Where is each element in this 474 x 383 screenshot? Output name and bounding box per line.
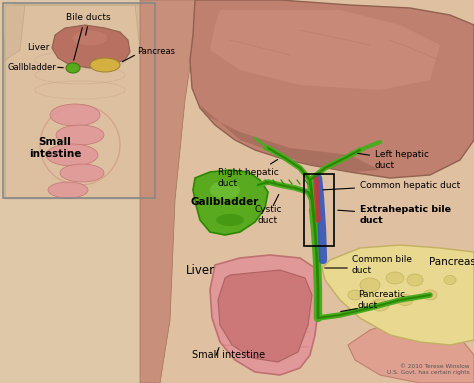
Ellipse shape: [397, 295, 413, 306]
Polygon shape: [190, 0, 474, 178]
Polygon shape: [210, 255, 320, 375]
Text: Left hepatic
duct: Left hepatic duct: [358, 150, 429, 170]
Polygon shape: [135, 5, 155, 60]
Polygon shape: [200, 105, 380, 172]
Polygon shape: [5, 5, 25, 60]
Text: Gallbladder: Gallbladder: [191, 197, 259, 207]
Polygon shape: [52, 25, 130, 68]
Ellipse shape: [371, 299, 389, 311]
Text: Pancreatic
duct: Pancreatic duct: [358, 290, 405, 310]
Ellipse shape: [46, 144, 98, 166]
Text: Liver: Liver: [27, 44, 49, 52]
Text: Pancreas: Pancreas: [137, 47, 175, 57]
Ellipse shape: [216, 214, 244, 226]
Text: Liver: Liver: [185, 264, 215, 277]
Text: Small intestine: Small intestine: [192, 350, 265, 360]
Ellipse shape: [48, 182, 88, 198]
Polygon shape: [5, 5, 155, 198]
Ellipse shape: [210, 181, 240, 199]
Ellipse shape: [423, 290, 437, 300]
Ellipse shape: [90, 58, 120, 72]
Ellipse shape: [50, 104, 100, 126]
Text: Cystic
duct: Cystic duct: [254, 205, 282, 225]
Text: Common hepatic duct: Common hepatic duct: [323, 180, 460, 190]
Polygon shape: [210, 10, 440, 90]
Ellipse shape: [386, 272, 404, 284]
Polygon shape: [140, 0, 200, 383]
Text: Right hepatic
duct: Right hepatic duct: [218, 159, 279, 188]
Ellipse shape: [73, 31, 108, 46]
Polygon shape: [348, 320, 474, 383]
Text: Extrahepatic bile
duct: Extrahepatic bile duct: [338, 205, 451, 225]
Ellipse shape: [360, 278, 380, 292]
Text: Pancreas: Pancreas: [428, 257, 474, 267]
Polygon shape: [218, 270, 312, 362]
Ellipse shape: [407, 274, 423, 286]
Polygon shape: [140, 0, 474, 383]
Ellipse shape: [56, 125, 104, 145]
Polygon shape: [5, 5, 155, 198]
Text: Common bile
duct: Common bile duct: [352, 255, 412, 275]
Text: Gallbladder: Gallbladder: [8, 62, 57, 72]
Polygon shape: [193, 170, 268, 235]
Ellipse shape: [66, 63, 80, 73]
Polygon shape: [322, 245, 474, 345]
Ellipse shape: [60, 164, 104, 182]
Ellipse shape: [444, 275, 456, 285]
Text: © 2010 Terese Winslow
U.S. Govt. has certain rights: © 2010 Terese Winslow U.S. Govt. has cer…: [387, 364, 470, 375]
Text: Bile ducts: Bile ducts: [66, 13, 110, 23]
Text: Small
intestine: Small intestine: [29, 137, 81, 159]
Ellipse shape: [348, 290, 362, 300]
